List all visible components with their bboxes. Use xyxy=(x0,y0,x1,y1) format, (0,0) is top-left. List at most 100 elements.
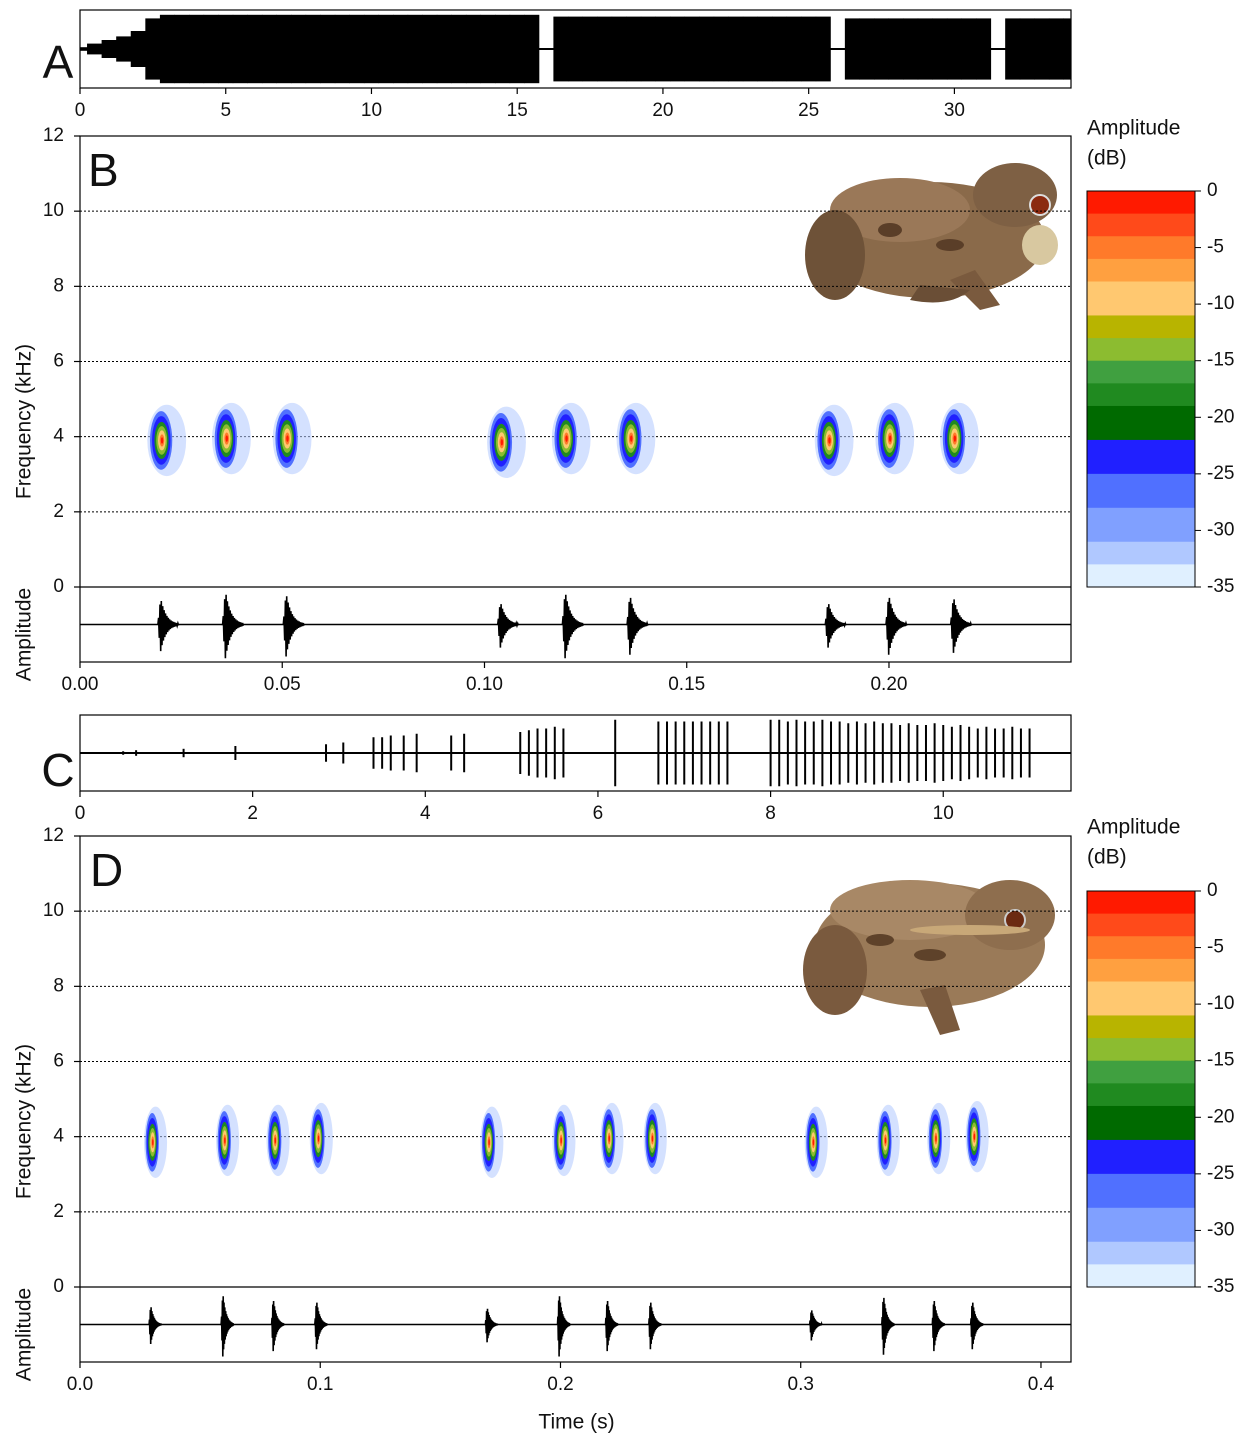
waveform-segment xyxy=(942,725,945,781)
colorbar-band xyxy=(1087,564,1195,588)
colorbar-band xyxy=(1087,405,1195,441)
note xyxy=(600,1102,624,1175)
waveform-segment xyxy=(436,14,452,84)
waveform-burst xyxy=(885,597,908,655)
colorbar-tick-label: -20 xyxy=(1207,1106,1234,1127)
waveform-segment xyxy=(80,47,88,51)
y-tick-label: 8 xyxy=(53,975,64,996)
waveform-segment xyxy=(700,721,703,785)
colorbar-tick-label: -20 xyxy=(1207,406,1234,427)
waveform-segment xyxy=(463,733,466,773)
waveform-segment xyxy=(888,18,904,80)
y-tick-label: 6 xyxy=(53,1051,64,1072)
x-tick-label: 0.05 xyxy=(264,674,301,695)
x-tick-label: 4 xyxy=(420,803,431,824)
frog-photo xyxy=(805,163,1058,310)
x-tick-label: 2 xyxy=(247,803,258,824)
waveform-segment xyxy=(1002,728,1005,778)
note-contour xyxy=(630,435,633,442)
waveform-segment xyxy=(372,737,375,769)
colorbar-band xyxy=(1087,981,1195,1016)
waveform-segment xyxy=(276,14,292,84)
waveform-segment xyxy=(1034,18,1050,80)
waveform-segment xyxy=(917,18,933,80)
waveform-segment xyxy=(873,721,876,785)
colorbar-band xyxy=(1087,1060,1195,1084)
colorbar-tick-label: -15 xyxy=(1207,1050,1234,1071)
note xyxy=(487,406,526,479)
waveform-segment xyxy=(699,16,715,82)
waveform-segment xyxy=(769,719,772,787)
colorbar-title: (dB) xyxy=(1087,147,1127,170)
y-tick-label: 4 xyxy=(53,1126,64,1147)
waveform-segment xyxy=(728,16,744,82)
colorbar-title: (dB) xyxy=(1087,846,1127,869)
x-tick-label: 25 xyxy=(798,100,819,121)
waveform-segment xyxy=(174,14,190,84)
waveform-segment xyxy=(182,748,185,758)
x-tick-label: 0.4 xyxy=(1028,1374,1055,1395)
waveform-segment xyxy=(742,16,758,82)
note-contour xyxy=(608,1135,610,1142)
frog-photo xyxy=(803,880,1055,1035)
waveform-burst xyxy=(157,600,180,652)
waveform-segment xyxy=(771,16,788,82)
waveform-burst xyxy=(220,1296,235,1357)
note xyxy=(480,1106,504,1179)
waveform-burst xyxy=(880,1297,895,1355)
waveform-burst xyxy=(221,594,245,659)
colorbar-band xyxy=(1087,1139,1195,1175)
waveform-segment xyxy=(666,721,669,785)
waveform-segment xyxy=(159,14,175,84)
note xyxy=(876,1104,900,1177)
x-axis-label: Time (s) xyxy=(538,1411,614,1434)
waveform-segment xyxy=(261,14,277,84)
waveform xyxy=(80,719,1071,787)
waveform-segment xyxy=(691,721,694,785)
note xyxy=(804,1106,828,1179)
waveform-segment xyxy=(815,16,831,82)
colorbar-tick-label: -25 xyxy=(1207,1163,1234,1184)
waveform-segment xyxy=(567,16,584,82)
waveform-segment xyxy=(527,730,530,776)
waveform-burst xyxy=(949,599,973,653)
note xyxy=(212,402,251,475)
note-contour xyxy=(274,1137,277,1144)
waveform-segment xyxy=(795,719,798,787)
waveform-segment xyxy=(519,732,522,774)
waveform-burst xyxy=(931,1300,946,1352)
waveform-segment xyxy=(218,14,234,84)
waveform-segment xyxy=(1005,18,1021,80)
waveform-segment xyxy=(916,725,919,781)
waveform-segment xyxy=(713,16,729,82)
x-tick-label: 0.2 xyxy=(547,1374,573,1395)
colorbar-band xyxy=(1087,1173,1195,1209)
waveform-segment xyxy=(1019,18,1035,80)
waveform-segment xyxy=(87,43,103,55)
waveform-segment xyxy=(907,723,910,783)
waveform-segment xyxy=(1028,728,1031,778)
note-contour xyxy=(224,1137,226,1144)
colorbar-tick-label: -25 xyxy=(1207,463,1234,484)
note-contour xyxy=(973,1133,976,1140)
waveform-segment xyxy=(101,40,117,58)
waveform-segment xyxy=(465,14,482,84)
colorbar-title: Amplitude xyxy=(1087,816,1180,839)
x-tick-label: 0 xyxy=(75,100,86,121)
colorbar-band xyxy=(1087,258,1195,283)
waveform-burst xyxy=(648,1302,662,1350)
x-tick-label: 15 xyxy=(507,100,528,121)
waveform-segment xyxy=(611,16,627,82)
x-tick-label: 5 xyxy=(220,100,231,121)
waveform-segment xyxy=(597,16,613,82)
plot-frame xyxy=(79,135,1072,663)
waveform-segment xyxy=(562,728,565,778)
x-tick-label: 0.10 xyxy=(466,674,503,695)
note xyxy=(144,1106,168,1179)
waveform-segment xyxy=(874,18,890,80)
colorbar-band xyxy=(1087,1105,1195,1141)
colorbar-band xyxy=(1087,1038,1195,1062)
waveform-burst xyxy=(496,604,520,648)
waveform-segment xyxy=(524,14,540,84)
waveform-segment xyxy=(821,719,824,787)
